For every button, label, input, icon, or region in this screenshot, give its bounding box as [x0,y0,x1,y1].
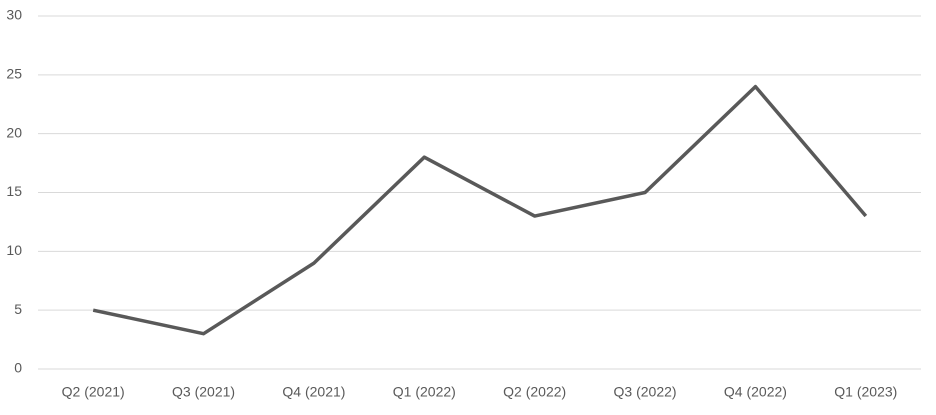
x-tick-label: Q4 (2021) [282,384,345,400]
y-tick-label: 20 [6,124,22,140]
x-tick-label: Q4 (2022) [724,384,787,400]
data-line [92,84,868,336]
y-tick-label: 30 [6,7,22,23]
x-tick-label: Q3 (2022) [614,384,677,400]
y-tick-label: 0 [14,360,22,376]
x-tick-label: Q2 (2022) [503,384,566,400]
x-tick-label: Q3 (2021) [172,384,235,400]
x-tick-label: Q2 (2021) [62,384,125,400]
y-tick-label: 10 [6,242,22,258]
y-tick-label: 5 [14,301,22,317]
x-tick-label: Q1 (2023) [834,384,897,400]
x-tick-label: Q1 (2022) [393,384,456,400]
y-tick-label: 15 [6,183,22,199]
y-tick-label: 25 [6,66,22,82]
